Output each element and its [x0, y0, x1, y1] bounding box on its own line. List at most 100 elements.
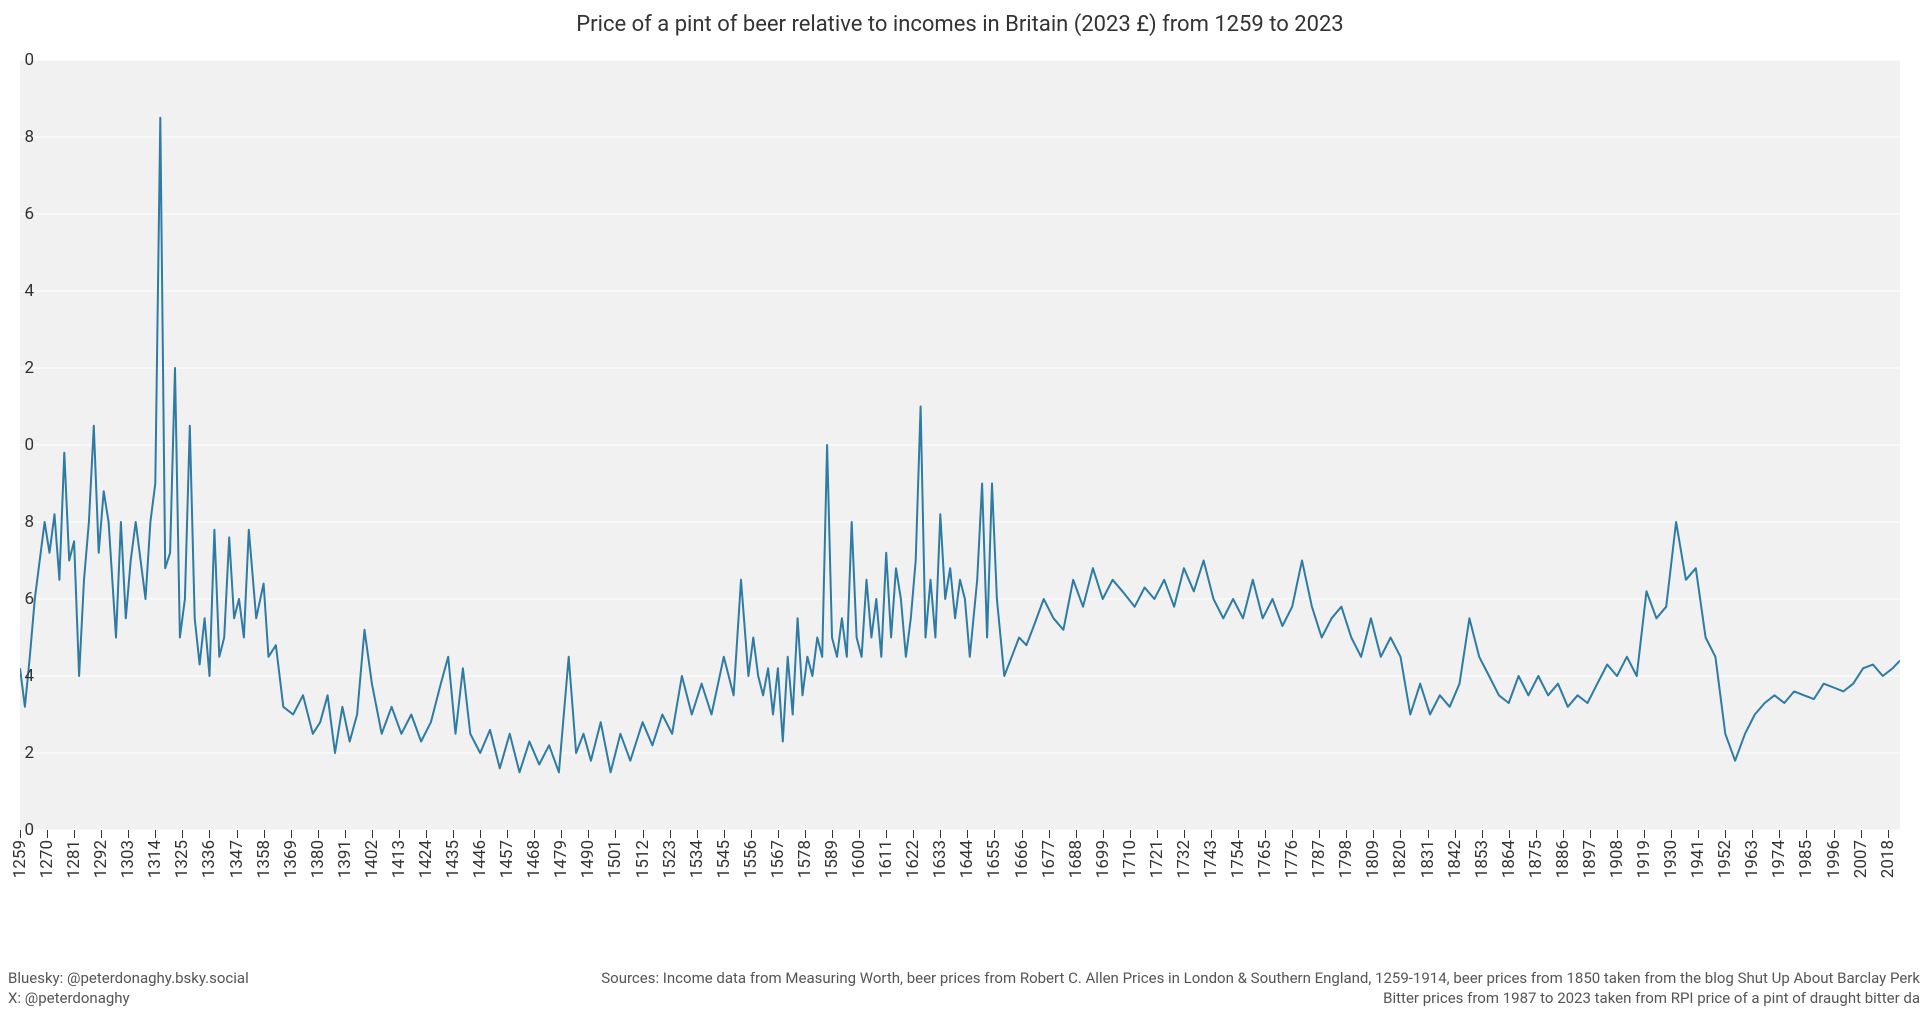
- x-tick-mark: [1888, 830, 1889, 838]
- x-tick-mark: [1725, 830, 1726, 838]
- x-tick-mark: [1103, 830, 1104, 838]
- y-tick-label: 8: [24, 127, 34, 147]
- credit-sources-2: Bitter prices from 1987 to 2023 taken fr…: [601, 988, 1920, 1008]
- x-tick-label: 1974: [1769, 840, 1789, 878]
- x-tick-mark: [1509, 830, 1510, 838]
- x-tick-label: 1589: [822, 840, 842, 878]
- credit-bluesky: Bluesky: @peterdonaghy.bsky.social: [8, 968, 249, 988]
- credits-left: Bluesky: @peterdonaghy.bsky.social X: @p…: [8, 968, 249, 1009]
- x-tick-mark: [453, 830, 454, 838]
- x-tick-mark: [20, 830, 21, 838]
- chart-container: Price of a pint of beer relative to inco…: [0, 0, 1920, 1024]
- x-tick-mark: [1238, 830, 1239, 838]
- x-tick-mark: [47, 830, 48, 838]
- x-axis: 1259127012811292130313141325133613471358…: [20, 830, 1900, 930]
- x-tick-label: 1303: [118, 840, 138, 878]
- y-tick-label: 4: [24, 666, 34, 686]
- x-tick-mark: [588, 830, 589, 838]
- x-tick-label: 1259: [10, 840, 30, 878]
- x-tick-mark: [1752, 830, 1753, 838]
- x-tick-mark: [74, 830, 75, 838]
- x-tick-label: 1523: [660, 840, 680, 878]
- x-tick-mark: [1319, 830, 1320, 838]
- y-tick-label: 2: [24, 358, 34, 378]
- chart-title: Price of a pint of beer relative to inco…: [0, 12, 1920, 37]
- x-tick-label: 1479: [551, 840, 571, 878]
- y-tick-label: 0: [24, 435, 34, 455]
- x-tick-mark: [886, 830, 887, 838]
- x-tick-label: 1908: [1607, 840, 1627, 878]
- plot-area: 02468024680: [20, 60, 1900, 830]
- x-tick-label: 1941: [1688, 840, 1708, 878]
- x-tick-label: 1743: [1201, 840, 1221, 878]
- x-tick-label: 1963: [1742, 840, 1762, 878]
- x-tick-label: 1336: [199, 840, 219, 878]
- x-tick-label: 1919: [1634, 840, 1654, 878]
- x-tick-mark: [1428, 830, 1429, 838]
- x-tick-label: 1710: [1120, 840, 1140, 878]
- x-tick-mark: [291, 830, 292, 838]
- x-tick-label: 1314: [145, 840, 165, 878]
- x-tick-label: 1380: [308, 840, 328, 878]
- x-tick-label: 1413: [389, 840, 409, 878]
- x-tick-label: 1622: [903, 840, 923, 878]
- x-tick-label: 1270: [37, 840, 57, 878]
- x-tick-mark: [1184, 830, 1185, 838]
- x-tick-mark: [561, 830, 562, 838]
- x-tick-mark: [1861, 830, 1862, 838]
- x-tick-label: 1600: [849, 840, 869, 878]
- y-tick-label: 2: [24, 743, 34, 763]
- x-tick-mark: [318, 830, 319, 838]
- x-tick-mark: [1157, 830, 1158, 838]
- x-tick-mark: [832, 830, 833, 838]
- x-tick-mark: [940, 830, 941, 838]
- x-tick-label: 1798: [1336, 840, 1356, 878]
- x-tick-mark: [615, 830, 616, 838]
- x-tick-label: 1446: [470, 840, 490, 878]
- x-tick-mark: [913, 830, 914, 838]
- x-tick-mark: [1617, 830, 1618, 838]
- x-tick-mark: [859, 830, 860, 838]
- x-tick-mark: [534, 830, 535, 838]
- x-tick-label: 1831: [1418, 840, 1438, 878]
- x-tick-mark: [1482, 830, 1483, 838]
- x-tick-mark: [1644, 830, 1645, 838]
- x-tick-label: 2007: [1851, 840, 1871, 878]
- x-tick-label: 1292: [91, 840, 111, 878]
- x-tick-label: 1666: [1012, 840, 1032, 878]
- x-tick-mark: [155, 830, 156, 838]
- x-tick-label: 1391: [335, 840, 355, 878]
- y-tick-label: 8: [24, 512, 34, 532]
- x-tick-label: 1699: [1093, 840, 1113, 878]
- chart-svg: [20, 60, 1900, 830]
- x-tick-label: 1655: [984, 840, 1004, 878]
- credit-x: X: @peterdonaghy: [8, 988, 249, 1008]
- x-tick-label: 1985: [1796, 840, 1816, 878]
- x-tick-label: 1358: [254, 840, 274, 878]
- x-tick-label: 1754: [1228, 840, 1248, 878]
- x-tick-label: 1457: [497, 840, 517, 878]
- x-tick-mark: [345, 830, 346, 838]
- y-tick-label: 6: [24, 589, 34, 609]
- x-tick-label: 1490: [578, 840, 598, 878]
- x-tick-mark: [1400, 830, 1401, 838]
- x-tick-mark: [724, 830, 725, 838]
- x-tick-mark: [1806, 830, 1807, 838]
- x-tick-mark: [670, 830, 671, 838]
- x-tick-mark: [209, 830, 210, 838]
- x-tick-label: 1545: [714, 840, 734, 878]
- x-tick-mark: [1265, 830, 1266, 838]
- x-tick-mark: [480, 830, 481, 838]
- x-tick-label: 1732: [1174, 840, 1194, 878]
- x-tick-mark: [1049, 830, 1050, 838]
- x-tick-mark: [426, 830, 427, 838]
- x-tick-label: 1875: [1526, 840, 1546, 878]
- x-tick-label: 1644: [957, 840, 977, 878]
- x-tick-mark: [1346, 830, 1347, 838]
- x-tick-label: 1820: [1390, 840, 1410, 878]
- x-tick-mark: [1292, 830, 1293, 838]
- x-tick-mark: [1373, 830, 1374, 838]
- x-tick-mark: [182, 830, 183, 838]
- x-tick-label: 1809: [1363, 840, 1383, 878]
- x-tick-mark: [1076, 830, 1077, 838]
